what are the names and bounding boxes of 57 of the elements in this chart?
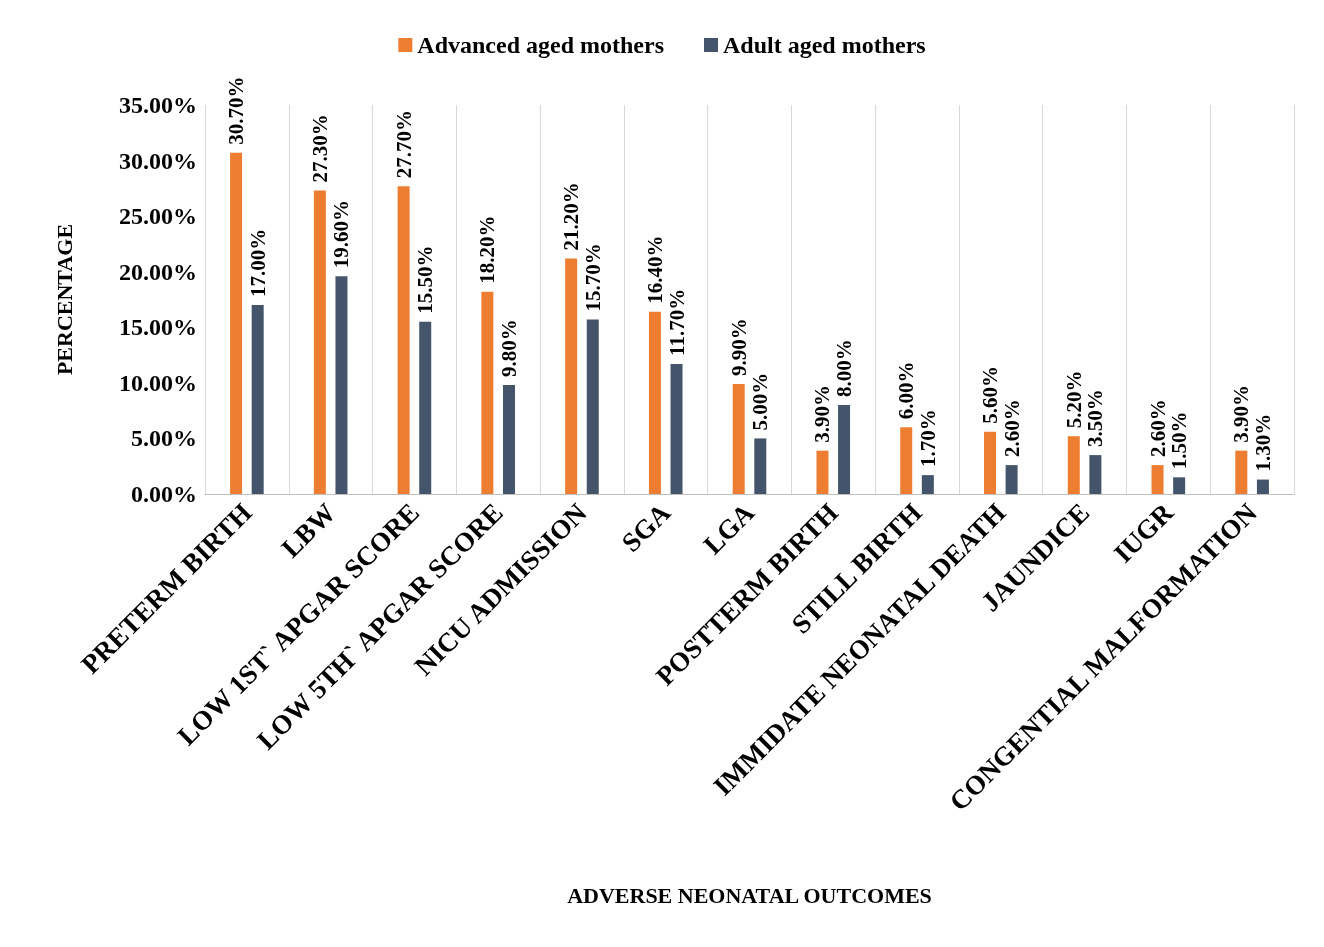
y-axis-title: PERCENTAGE (51, 223, 77, 376)
y-tick-label: 25.00% (119, 203, 197, 230)
data-label: 3.50% (1083, 389, 1108, 448)
bar (732, 383, 745, 494)
bar (313, 190, 326, 494)
bar (1089, 455, 1102, 494)
data-label: 3.90% (810, 384, 835, 443)
bar (335, 276, 348, 494)
data-label: 27.30% (307, 114, 332, 183)
data-label: 1.50% (1167, 411, 1192, 470)
bar (1151, 465, 1164, 494)
y-tick-label: 30.00% (119, 147, 197, 174)
data-label: 17.00% (245, 228, 270, 298)
bar (648, 311, 661, 494)
bar (816, 450, 829, 494)
x-axis-title: ADVERSE NEONATAL OUTCOMES (567, 882, 932, 908)
data-label: 27.70% (391, 109, 416, 179)
data-label: 9.80% (496, 319, 521, 378)
bar (251, 305, 264, 494)
data-label: 8.00% (832, 339, 857, 398)
y-tick-label: 5.00% (131, 425, 197, 452)
y-tick-label: 0.00% (131, 481, 197, 507)
bar (921, 475, 934, 494)
bar (754, 438, 767, 494)
bar (1005, 465, 1018, 494)
data-label: 5.00% (748, 372, 773, 431)
y-tick-label: 15.00% (119, 314, 197, 341)
bar (838, 405, 851, 494)
bar (502, 385, 515, 494)
bar (984, 431, 997, 494)
bar (670, 363, 683, 494)
data-label: 2.60% (1145, 399, 1170, 458)
x-tick-label: SGA (615, 497, 677, 558)
bar (419, 321, 432, 494)
data-label: 9.90% (726, 318, 751, 376)
bar (1173, 477, 1186, 494)
data-label: 11.70% (664, 288, 689, 356)
bar (565, 258, 578, 494)
bar (397, 186, 410, 494)
bar (1256, 479, 1269, 494)
bar (481, 291, 494, 494)
bar (1235, 450, 1248, 494)
bar (900, 427, 913, 494)
y-tick-label: 10.00% (119, 369, 197, 396)
bar (230, 152, 243, 494)
data-label: 30.70% (224, 76, 249, 145)
bar (1067, 436, 1080, 494)
y-tick-label: 35.00% (119, 92, 197, 118)
data-label: 19.60% (329, 199, 354, 269)
data-label: 18.20% (475, 215, 500, 284)
bar (586, 319, 599, 494)
y-tick-label: 20.00% (119, 258, 197, 285)
data-label: 15.50% (413, 245, 438, 314)
data-label: 5.20% (1061, 370, 1086, 429)
data-label: 16.40% (642, 235, 667, 304)
legend-label: Adult aged mothers (723, 32, 926, 58)
legend-label: Advanced aged mothers (417, 32, 664, 58)
